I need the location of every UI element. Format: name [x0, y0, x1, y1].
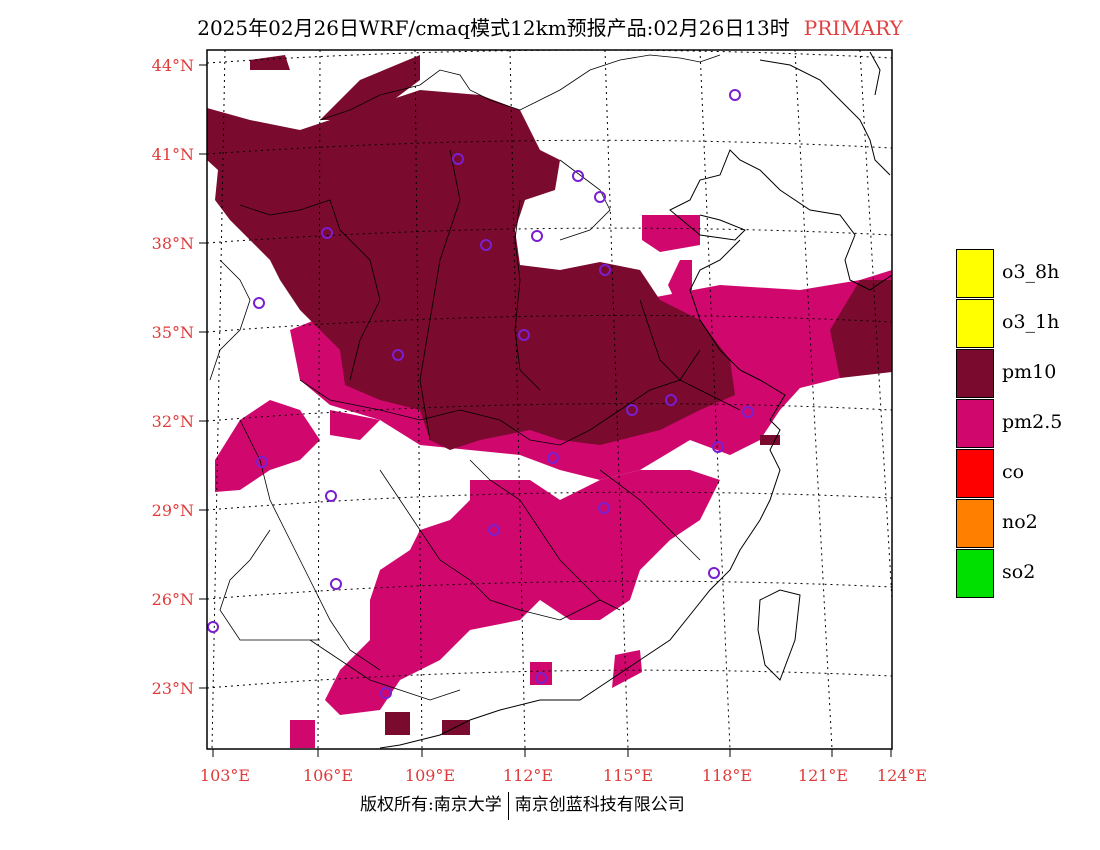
- legend-swatch: [956, 299, 994, 348]
- legend-swatch: [956, 349, 994, 398]
- legend-label: pm2.5: [1002, 411, 1063, 433]
- legend-swatch: [956, 499, 994, 548]
- station-marker: [207, 621, 219, 633]
- lon-label: 118°E: [702, 766, 752, 785]
- legend-swatch: [956, 449, 994, 498]
- copyright-right: 南京创蓝科技有限公司: [514, 795, 685, 815]
- lon-label: 106°E: [303, 766, 353, 785]
- lat-label: 41°N: [152, 145, 194, 164]
- copyright-left: 版权所有:南京大学: [360, 795, 502, 815]
- graticule: [206, 49, 893, 750]
- lon-label: 115°E: [603, 766, 653, 785]
- station-markers: [207, 89, 754, 699]
- station-marker: [599, 264, 611, 276]
- lat-label: 29°N: [152, 501, 194, 520]
- lat-label: 26°N: [152, 590, 194, 609]
- station-marker: [712, 441, 724, 453]
- copyright-footer: 版权所有:南京大学 南京创蓝科技有限公司: [360, 790, 685, 820]
- lon-axis: 103°E 106°E 109°E 112°E 115°E 118°E 121°…: [200, 749, 927, 785]
- station-marker: [729, 89, 741, 101]
- station-marker: [253, 297, 265, 309]
- station-marker: [480, 239, 492, 251]
- lat-label: 44°N: [152, 56, 194, 75]
- lon-label: 124°E: [877, 766, 927, 785]
- map-title: 2025年02月26日WRF/cmaq模式12km预报产品:02月26日13时 P…: [0, 12, 1100, 41]
- station-marker: [626, 404, 638, 416]
- legend-swatch: [956, 249, 994, 298]
- lat-label: 23°N: [152, 679, 194, 698]
- station-marker: [594, 191, 606, 203]
- station-marker: [392, 349, 404, 361]
- station-marker: [518, 329, 530, 341]
- coastline: [379, 51, 893, 749]
- station-marker: [452, 153, 464, 165]
- station-marker: [531, 230, 543, 242]
- lat-label: 35°N: [152, 323, 194, 342]
- legend-swatch: [956, 399, 994, 448]
- map-frame: [206, 49, 893, 750]
- station-marker: [321, 227, 333, 239]
- station-marker: [572, 170, 584, 182]
- lon-label: 109°E: [405, 766, 455, 785]
- station-marker: [665, 394, 677, 406]
- lon-label: 112°E: [503, 766, 553, 785]
- station-marker: [742, 406, 754, 418]
- legend-swatch: [956, 549, 994, 598]
- title-text: 2025年02月26日WRF/cmaq模式12km预报产品:02月26日13时: [197, 16, 790, 40]
- station-marker: [708, 567, 720, 579]
- province-borders: [209, 54, 741, 701]
- station-marker: [488, 524, 500, 536]
- legend-label: no2: [1002, 511, 1038, 533]
- footer-divider: [507, 791, 509, 820]
- lon-label: 103°E: [200, 766, 250, 785]
- station-marker: [380, 687, 392, 699]
- station-marker: [330, 578, 342, 590]
- legend-label: o3_8h: [1002, 261, 1060, 283]
- lat-label: 32°N: [152, 412, 194, 431]
- legend-label: pm10: [1002, 361, 1057, 383]
- map-area: [207, 55, 892, 748]
- lat-label: 38°N: [152, 234, 194, 253]
- station-marker: [325, 490, 337, 502]
- lat-axis: 44°N 41°N 38°N 35°N 32°N 29°N 26°N 23°N: [152, 56, 207, 698]
- station-marker: [598, 502, 610, 514]
- lon-label: 121°E: [798, 766, 848, 785]
- station-marker: [256, 456, 268, 468]
- primary-tag: PRIMARY: [803, 16, 903, 40]
- station-marker: [547, 452, 559, 464]
- legend-label: so2: [1002, 561, 1036, 583]
- legend-label: o3_1h: [1002, 311, 1060, 333]
- legend-label: co: [1002, 461, 1025, 483]
- pm10-region: [207, 55, 892, 735]
- station-marker: [535, 672, 547, 684]
